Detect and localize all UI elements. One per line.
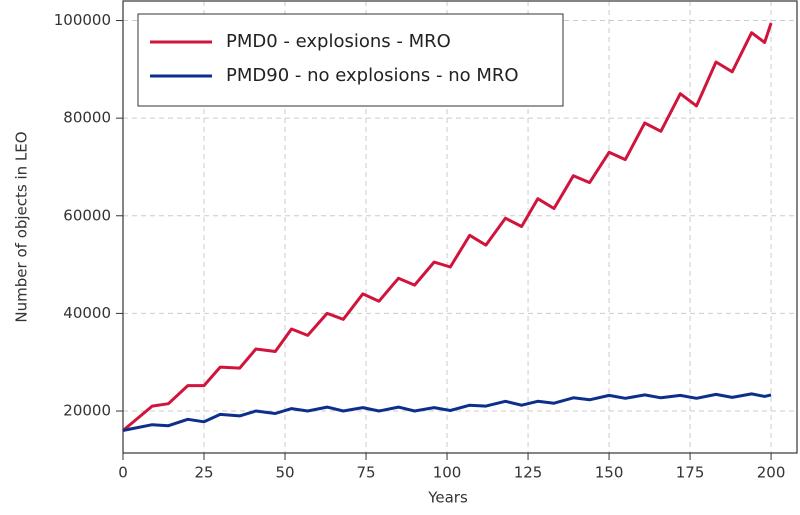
series-line	[122, 392, 772, 432]
y-tick-label: 60000	[63, 206, 111, 224]
x-tick-label: 75	[356, 464, 375, 482]
plot-frame	[122, 0, 798, 454]
y-tick-label: 40000	[63, 304, 111, 322]
x-tick-label: 0	[118, 464, 128, 482]
x-tick-label: 150	[595, 464, 624, 482]
legend-label: PMD90 - no explosions - no MRO	[226, 65, 519, 86]
legend-box	[137, 13, 564, 107]
x-tick-label: 200	[757, 464, 786, 482]
x-tick-label: 100	[433, 464, 462, 482]
y-tick-label: 100000	[54, 11, 111, 29]
x-tick-label: 175	[676, 464, 705, 482]
y-tick-label: 20000	[63, 402, 111, 420]
legend-label: PMD0 - explosions - MRO	[226, 31, 451, 52]
x-tick-label: 50	[275, 464, 294, 482]
x-axis-label: Years	[427, 489, 468, 507]
x-tick-label: 25	[194, 464, 213, 482]
y-axis-label: Number of objects in LEO	[13, 131, 31, 322]
series-line	[122, 22, 773, 432]
x-tick-label: 125	[514, 464, 543, 482]
y-tick-label: 80000	[63, 109, 111, 127]
